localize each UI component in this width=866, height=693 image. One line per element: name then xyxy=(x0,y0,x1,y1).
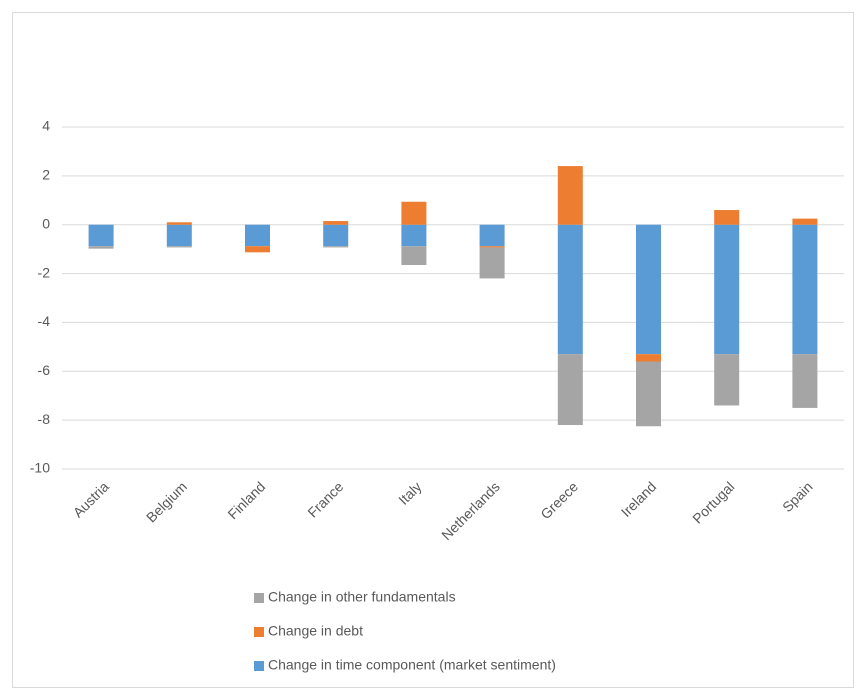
bar-segment xyxy=(792,218,818,225)
bar-segment xyxy=(792,224,818,355)
bar-segment xyxy=(557,224,583,355)
y-tick-label: -8 xyxy=(38,411,51,427)
bar-segment xyxy=(479,246,505,248)
bar-segment xyxy=(636,361,661,427)
bar-segment xyxy=(323,246,349,248)
bar-segment xyxy=(166,222,192,225)
bar-segment xyxy=(557,166,583,225)
legend-label: Change in other fundamentals xyxy=(268,589,456,605)
bar-segment xyxy=(245,246,270,253)
bar-segment xyxy=(401,246,427,266)
bar-segment xyxy=(166,246,192,248)
legend-label: Change in debt xyxy=(268,623,363,639)
bar-segment xyxy=(714,224,740,355)
legend-swatch xyxy=(254,661,264,671)
y-tick-label: -6 xyxy=(38,362,51,378)
bar-segment xyxy=(88,246,114,249)
legend-label: Change in time component (market sentime… xyxy=(268,657,556,673)
bar-segment xyxy=(714,354,740,406)
bar-segment xyxy=(636,224,661,355)
bar-segment xyxy=(557,354,583,426)
chart-frame xyxy=(12,12,854,688)
bar-segment xyxy=(714,210,740,225)
bar-segment xyxy=(166,224,192,247)
y-tick-label: 2 xyxy=(42,167,50,183)
y-tick-label: 0 xyxy=(42,215,50,231)
y-tick-label: 4 xyxy=(42,118,50,134)
bar-segment xyxy=(323,221,349,225)
bar-segment xyxy=(401,224,427,247)
bar-segment xyxy=(636,354,661,362)
y-tick-label: -4 xyxy=(38,313,51,329)
bar-segment xyxy=(479,224,505,247)
legend-swatch xyxy=(254,627,264,637)
bar-segment xyxy=(792,354,818,408)
bar-segment xyxy=(245,224,270,247)
y-tick-label: -2 xyxy=(38,264,51,280)
bar-segment xyxy=(401,201,427,225)
bar-segment xyxy=(323,224,349,247)
legend-swatch xyxy=(254,593,264,603)
bar-segment xyxy=(479,247,505,279)
y-tick-label: -10 xyxy=(30,460,50,476)
bar-segment xyxy=(88,224,114,247)
